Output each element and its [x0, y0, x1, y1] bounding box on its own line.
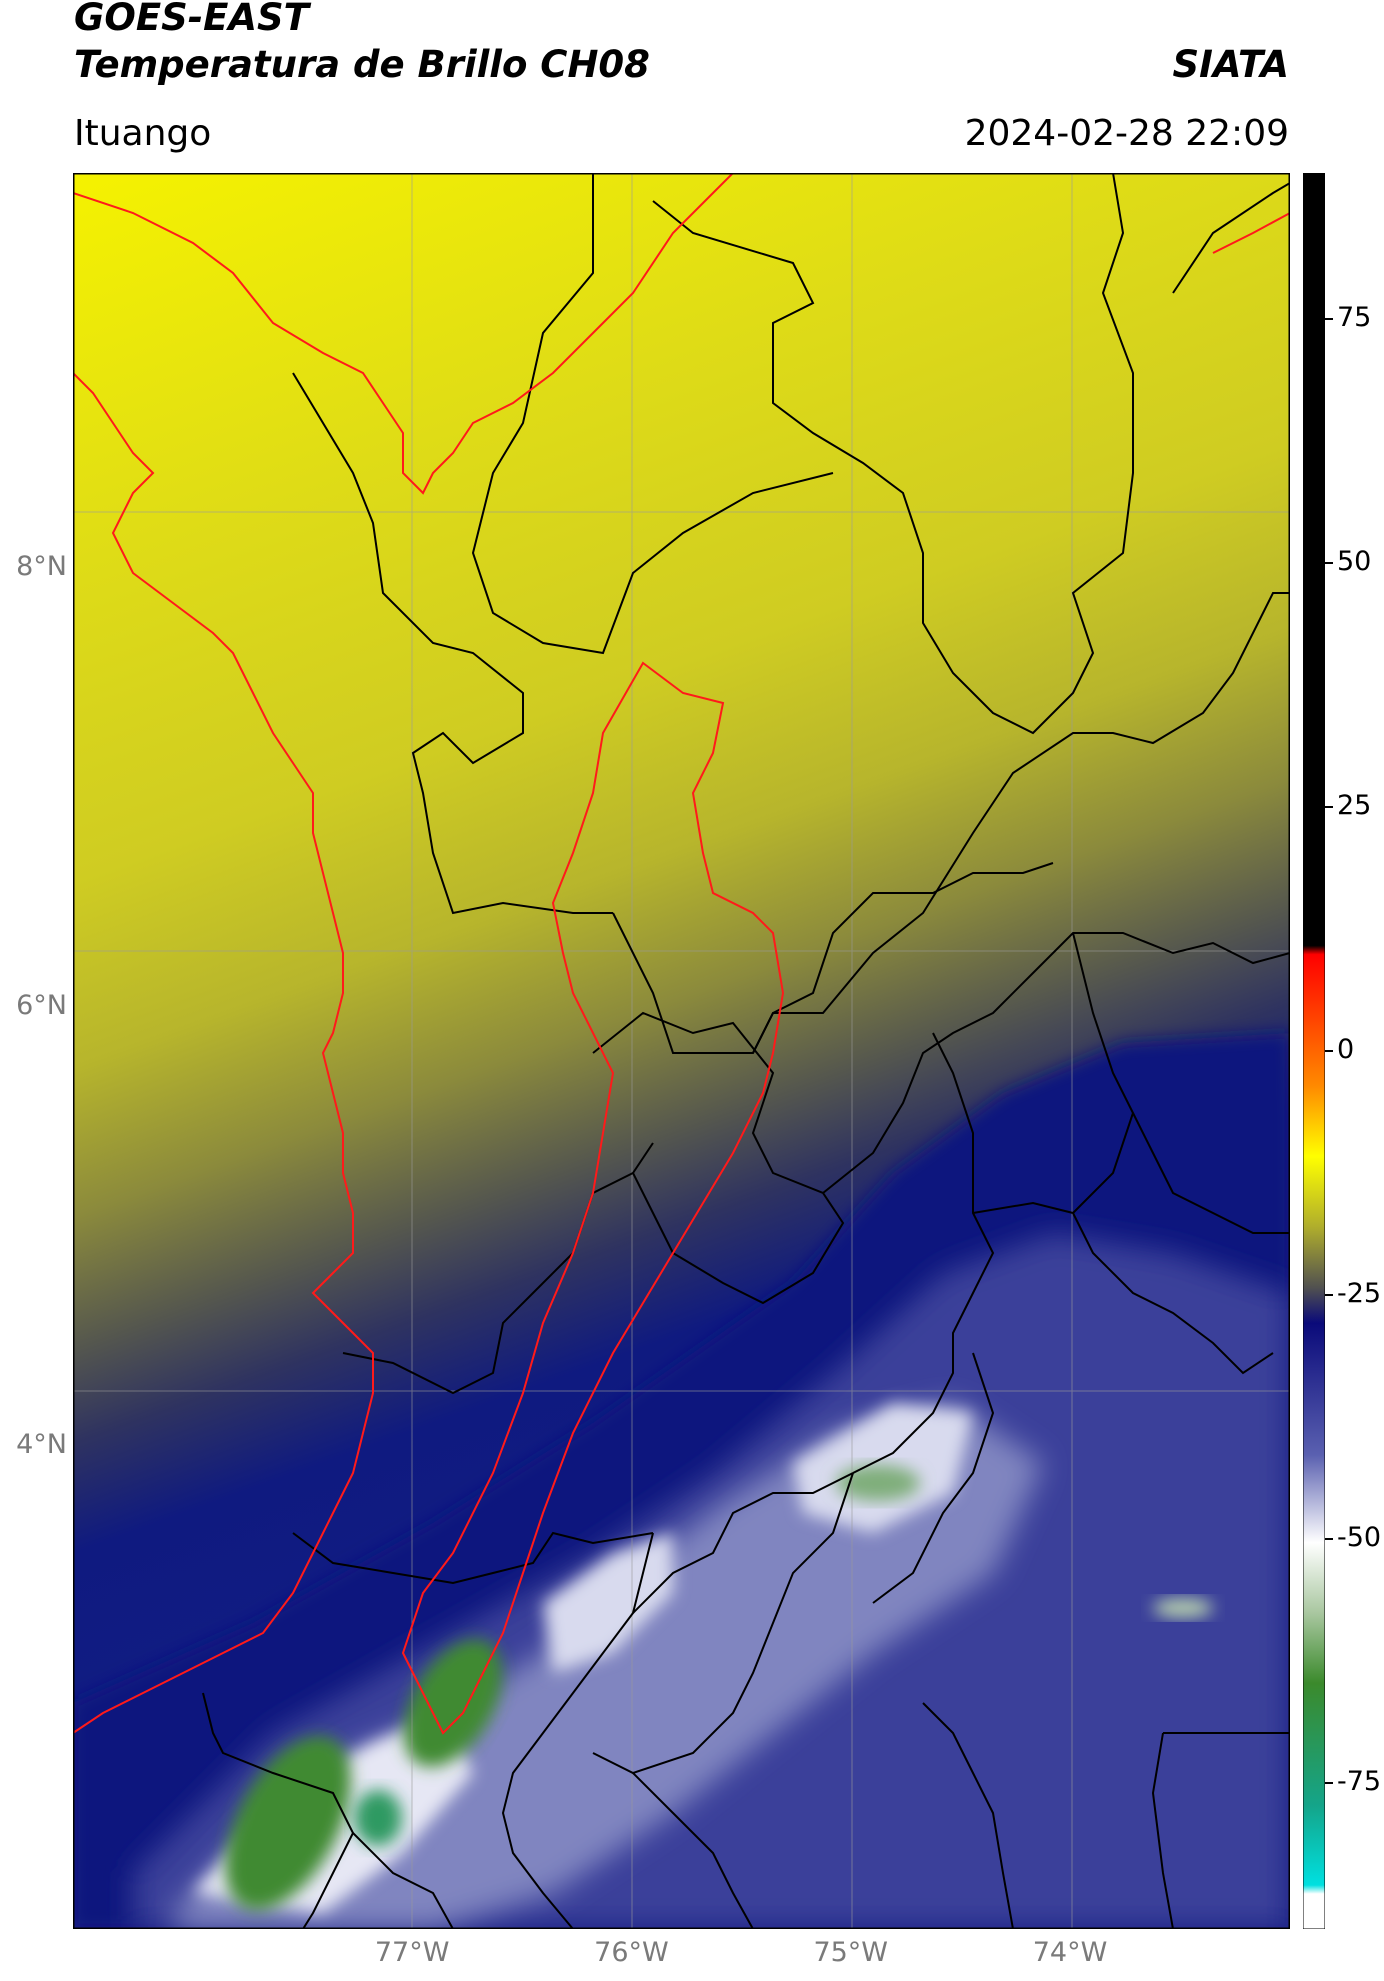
cloud-white-band-2 [543, 1533, 673, 1673]
colorbar-tick-label: 50 [1337, 546, 1372, 578]
lon-tick-label: 76°W [594, 1937, 669, 1968]
cold-core-1 [225, 1735, 351, 1911]
colorbar-tick-mark [1325, 1781, 1333, 1784]
cold-core-5 [1153, 1598, 1213, 1618]
colorbar-tick-label: 0 [1337, 1034, 1355, 1065]
gridlines [73, 173, 1290, 1929]
brand-siata: SIATA [1172, 43, 1289, 86]
title-product: Temperatura de Brillo CH08 [74, 43, 650, 86]
coastline [73, 173, 1290, 1734]
satellite-map [73, 173, 1290, 1929]
cold-core-4 [836, 1465, 920, 1501]
colorbar-tick-mark [1325, 1050, 1333, 1052]
colorbar-tick-label: 75 [1337, 302, 1372, 334]
basin-outline [401, 661, 785, 1735]
colorbar-tick-mark [1325, 1537, 1333, 1540]
cold-core-2 [403, 1639, 503, 1767]
colorbar-tick-mark [1325, 1293, 1333, 1296]
colorbar-tick-label: -75 [1337, 1765, 1382, 1797]
admin-boundaries [202, 173, 1290, 1929]
location-label: Ituango [74, 113, 212, 154]
colorbar-tick-mark [1325, 318, 1333, 321]
title-goes-east: GOES-EAST [74, 0, 309, 39]
lon-tick-label: 74°W [1032, 1937, 1108, 1968]
colorbar-tick-label: -25 [1337, 1277, 1382, 1309]
colorbar-tick-mark [1325, 562, 1333, 565]
lon-tick-label: 77°W [374, 1937, 450, 1968]
colorbar [1303, 173, 1325, 1929]
colorbar-tick-label: -50 [1337, 1521, 1382, 1553]
lat-tick-label: 6°N [16, 990, 67, 1022]
colorbar-tick-mark [1325, 806, 1333, 809]
cold-core-3 [354, 1790, 402, 1846]
lon-tick-label: 75°W [813, 1937, 888, 1968]
map-frame [73, 173, 1290, 1929]
lat-tick-label: 4°N [16, 1429, 67, 1461]
lat-tick-label: 8°N [16, 551, 67, 583]
colorbar-tick-label: 25 [1337, 790, 1372, 822]
colorbar-fill [1303, 173, 1325, 1929]
datetime-label: 2024-02-28 22:09 [964, 113, 1289, 154]
